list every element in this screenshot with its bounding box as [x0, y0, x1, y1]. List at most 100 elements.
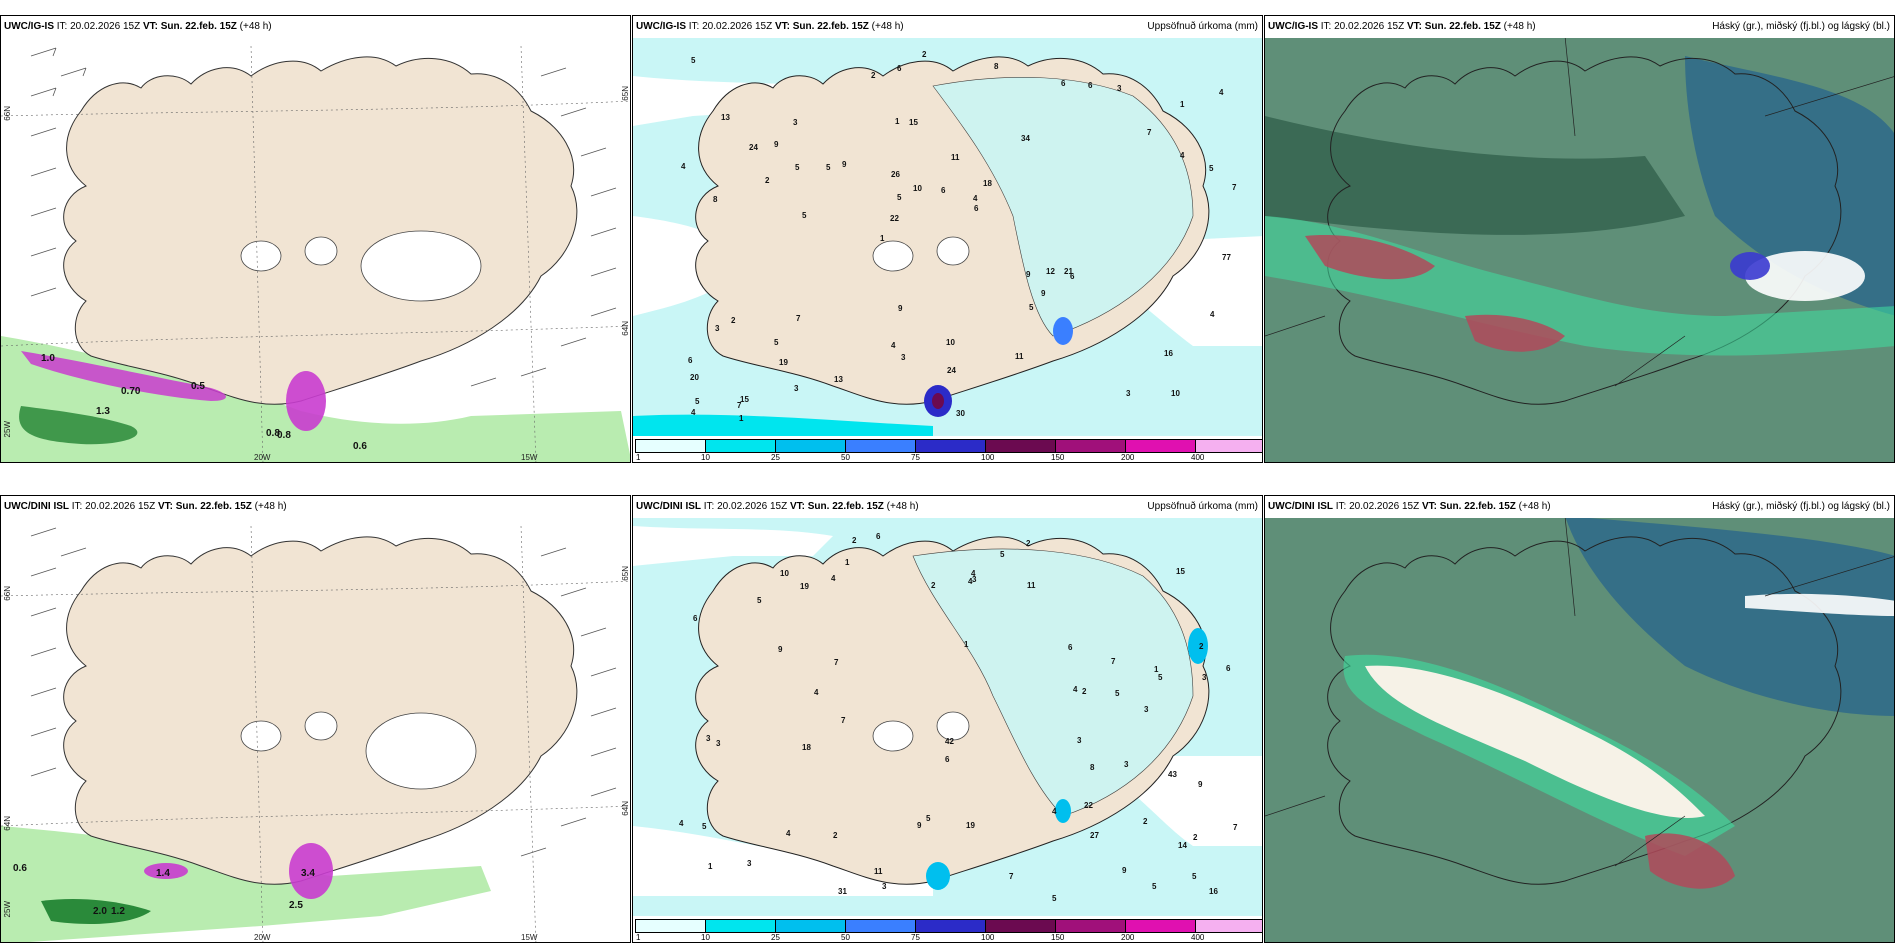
precip-amount-labels: 2221111215936335514455337411951167182731…	[679, 532, 1238, 903]
white-no-precip-area	[633, 526, 833, 566]
magenta-precip-cell	[144, 863, 188, 879]
precip-amount-label: 13	[721, 113, 730, 122]
colorbar-swatch	[985, 919, 1056, 933]
colorbar-tick: 1	[636, 453, 641, 462]
precip-amount-label: 34	[1021, 134, 1030, 143]
precip-amount-label: 6	[688, 356, 693, 365]
wind-barbs	[30, 47, 617, 387]
precip-amount-label: 3	[794, 384, 799, 393]
precip-amount-label: 3	[715, 324, 720, 333]
red-precip-area	[1465, 314, 1565, 352]
lead-time: (+48 h)	[886, 501, 919, 512]
precip-amount-label: 7	[737, 401, 742, 410]
axis-label-lon: 25W	[3, 901, 12, 918]
precip-amount-label: 5	[774, 338, 779, 347]
panel-header: UWC/DINI ISL IT: 20.02.2026 15Z VT: Sun.…	[1, 496, 630, 518]
precip-amount-label: 10	[780, 569, 789, 578]
precip-label: 3.4	[301, 868, 315, 879]
precip-amount-label: 5	[1152, 882, 1157, 891]
precip-cell	[1053, 317, 1073, 345]
precip-colorbar: 1 10 25 50 75 100 150 200 400	[633, 436, 1262, 462]
precip-amount-label: 4	[1073, 685, 1078, 694]
init-time: IT: 20.02.2026 15Z	[1320, 21, 1405, 32]
cyan-precip-overlay	[912, 548, 1194, 817]
precip-label: 1.4	[156, 868, 170, 879]
model-name: UWC/IG-IS	[4, 21, 54, 32]
graticule	[1265, 35, 1894, 387]
precip-amount-label: 3	[1077, 736, 1082, 745]
colorbar-tick: 400	[1191, 933, 1205, 942]
model-name: UWC/DINI ISL	[636, 501, 701, 512]
colorbar-swatch	[1195, 919, 1262, 933]
precip-amount-label: 2	[833, 831, 838, 840]
glacier-hofsjokull	[304, 236, 338, 266]
precip-cell	[1055, 799, 1071, 823]
cyan-precip-overlay	[932, 76, 1194, 337]
precip-amount-label: 22	[890, 214, 899, 223]
colorbar-swatch	[985, 439, 1056, 453]
axis-label-lon: 20W	[254, 453, 271, 462]
red-precip-area	[1305, 235, 1435, 280]
precip-amount-label: 9	[1041, 289, 1046, 298]
green-cloud-band	[1265, 216, 1894, 356]
colorbar-tick: 50	[841, 933, 850, 942]
precip-amount-label: 3	[1124, 760, 1129, 769]
precip-colorbar: 1 10 25 50 75 100 150 200 400	[633, 916, 1262, 942]
precip-label: 0.6	[353, 441, 367, 452]
precip-label: 1.2	[111, 906, 125, 917]
colorbar-tick: 200	[1121, 453, 1135, 462]
precip-amount-label: 5	[702, 822, 707, 831]
precip-amount-label: 14	[1178, 841, 1187, 850]
colorbar-tick: 400	[1191, 453, 1205, 462]
precip-amount-label: 10	[913, 184, 922, 193]
colorbar-tick: 150	[1051, 453, 1065, 462]
white-no-precip-area	[633, 826, 933, 896]
precip-amount-label: 7	[1233, 823, 1238, 832]
precip-amount-label: 2	[765, 176, 770, 185]
precip-amount-label: 1	[880, 234, 885, 243]
precip-amount-label: 13	[834, 375, 843, 384]
precip-amount-label: 1	[708, 862, 713, 871]
white-cloud-core	[1745, 251, 1865, 301]
precip-label: 0.6	[13, 863, 27, 874]
precip-amount-label: 9	[774, 140, 779, 149]
axis-label-lon: 15W	[521, 933, 538, 942]
precip-amount-label: 7	[1111, 657, 1116, 666]
magenta-precip-cell	[286, 371, 326, 431]
precip-amount-label: 12	[1046, 267, 1055, 276]
lead-time: (+48 h)	[254, 501, 287, 512]
precip-amount-label: 3	[793, 118, 798, 127]
iceland-landmass	[63, 56, 578, 405]
colorbar-swatch	[1055, 439, 1126, 453]
colorbar-swatch	[635, 439, 706, 453]
white-cloud-band	[1745, 593, 1894, 616]
precip-amount-label: 6	[876, 532, 881, 541]
precip-amount-label: 4	[891, 341, 896, 350]
glacier-langjokull	[240, 240, 282, 272]
model-name: UWC/IG-IS	[1268, 21, 1318, 32]
precip-amount-label: 3	[747, 859, 752, 868]
glacier	[872, 240, 914, 272]
glacier-vatnajokull	[360, 230, 482, 302]
precip-amount-label: 7	[1009, 872, 1014, 881]
precip-cell	[926, 862, 950, 890]
axis-label-lat: 64N	[621, 321, 630, 336]
panel-bottom-left-wind-map: 0.6 1.4 2.0 1.2 3.4 2.5 UWC/DINI ISL IT:…	[0, 495, 631, 943]
precip-amount-label: 4	[1180, 151, 1185, 160]
precip-amount-label: 4	[679, 819, 684, 828]
init-time: IT: 20.02.2026 15Z	[703, 501, 788, 512]
precip-amount-label: 2	[852, 536, 857, 545]
panel-header: UWC/IG-IS IT: 20.02.2026 15Z VT: Sun. 22…	[1, 16, 630, 38]
precip-label: 2.5	[289, 900, 303, 911]
precip-label: 0.5	[191, 381, 205, 392]
precip-amount-label: 4	[831, 574, 836, 583]
precip-amount-label: 10	[946, 338, 955, 347]
panel-top-right-cloud-map: UWC/IG-IS IT: 20.02.2026 15Z VT: Sun. 22…	[1264, 15, 1895, 463]
precip-amount-label: 7	[834, 658, 839, 667]
precip-amount-label: 77	[1222, 253, 1231, 262]
init-time: IT: 20.02.2026 15Z	[688, 21, 773, 32]
precip-amount-label: 1	[1154, 665, 1159, 674]
glacier-vatnajokull	[365, 712, 477, 790]
precip-amount-label: 3	[972, 575, 977, 584]
panel-bottom-middle-precip-map: 2 2 2 1 1 1 1 2 15 9 3 6 3 3 5 5 14 4 5 5 3 3 7 4 11 9 5 11 6 7 18 27 31…	[632, 495, 1263, 943]
